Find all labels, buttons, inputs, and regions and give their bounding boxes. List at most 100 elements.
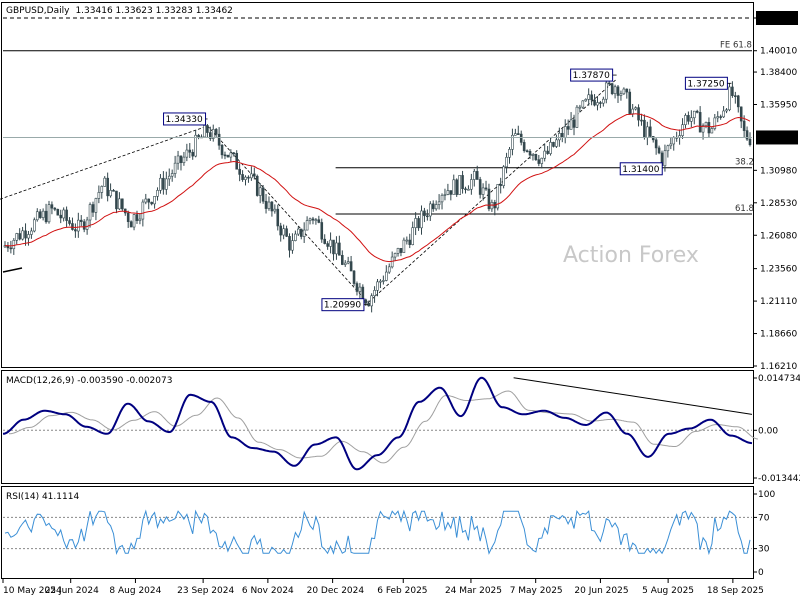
chart-mark <box>646 126 649 138</box>
chart-mark <box>297 228 300 235</box>
chart-mark <box>44 210 48 223</box>
chart-mark <box>346 261 350 264</box>
chart-mark <box>713 117 717 129</box>
chart-mark <box>332 239 335 255</box>
chart-mark <box>446 190 450 195</box>
chart-mark <box>97 192 101 199</box>
chart-mark <box>167 175 171 180</box>
candle <box>153 196 156 209</box>
macd-signal-line <box>9 390 759 464</box>
chart-mark <box>622 88 626 95</box>
chart-mark <box>625 88 629 93</box>
candle <box>646 121 649 146</box>
candle <box>132 213 136 231</box>
chart-mark <box>470 179 473 190</box>
candle <box>546 146 549 155</box>
candle <box>420 205 423 235</box>
rsi-panel-frame <box>1 486 754 579</box>
candle <box>47 200 51 224</box>
candle <box>613 84 617 99</box>
chart-mark <box>88 204 92 221</box>
rsi-plot <box>3 509 752 556</box>
chart-mark <box>719 116 722 118</box>
chart-mark <box>379 280 382 283</box>
chart-mark <box>599 102 602 104</box>
chart-mark <box>402 239 406 253</box>
chart-mark <box>258 187 262 196</box>
candle <box>704 121 708 129</box>
candle <box>206 123 209 138</box>
chart-mark <box>528 151 532 156</box>
chart-mark <box>619 93 623 96</box>
chart-mark <box>153 196 156 205</box>
candle <box>387 263 391 274</box>
candle <box>97 185 101 204</box>
candle <box>640 113 643 126</box>
chart-mark <box>226 154 230 158</box>
chart-mark <box>364 299 368 304</box>
chart-mark <box>602 98 605 104</box>
chart-mark <box>511 134 514 150</box>
candle <box>235 150 239 170</box>
candle <box>434 200 438 211</box>
chart-mark <box>558 132 561 141</box>
chart-mark <box>578 106 582 109</box>
chart-mark <box>343 262 347 265</box>
candle <box>77 212 80 238</box>
chart-mark <box>106 177 109 197</box>
candle <box>329 232 332 254</box>
candle <box>707 117 711 138</box>
candle <box>467 185 470 191</box>
candle <box>745 126 749 141</box>
candle <box>194 129 197 158</box>
chart-mark <box>505 156 508 168</box>
chart-mark <box>182 156 186 164</box>
candle <box>21 226 24 241</box>
time-axis-label: 24 Mar 2025 <box>445 586 502 596</box>
candle <box>121 198 124 212</box>
candle <box>481 183 485 201</box>
price-axis-label: 1.40010 <box>760 47 797 57</box>
candle <box>56 208 60 216</box>
chart-mark <box>484 187 488 190</box>
chart-mark <box>9 247 13 250</box>
chart-mark <box>229 152 233 158</box>
chart-mark <box>399 248 403 253</box>
candle <box>82 219 86 233</box>
chart-mark <box>238 168 241 175</box>
chart-mark <box>549 141 552 154</box>
candle <box>30 227 33 239</box>
candle <box>572 114 576 136</box>
candle <box>279 222 283 242</box>
current-price-label: 1.33462 <box>759 133 796 143</box>
chart-mark <box>165 178 168 190</box>
chart-mark <box>452 179 456 195</box>
chart-mark <box>314 219 318 222</box>
chart-mark <box>722 110 725 118</box>
candle <box>484 180 488 191</box>
swing-price-label: 1.37870 <box>570 68 617 82</box>
chart-mark <box>408 239 412 245</box>
chart-mark <box>276 208 280 227</box>
price-axis-label: 1.26080 <box>760 231 797 241</box>
chart-mark <box>141 201 145 220</box>
candle <box>514 128 517 136</box>
chart-mark <box>596 102 599 106</box>
chart-mark <box>472 171 476 180</box>
chart-mark <box>33 219 36 232</box>
chart-mark <box>651 136 655 141</box>
chart-mark <box>352 270 356 284</box>
macd-axis-label: -0.013442 <box>758 474 800 484</box>
chart-mark <box>584 99 588 102</box>
candle <box>731 81 734 98</box>
candle <box>499 177 502 194</box>
candle <box>129 220 133 228</box>
candle <box>440 193 444 210</box>
fib-level-label: 38.2 <box>735 158 754 168</box>
candle <box>135 210 139 224</box>
chart-mark <box>537 159 541 164</box>
candle <box>74 223 77 238</box>
time-axis-label: 5 Aug 2025 <box>642 586 694 596</box>
chart-mark <box>698 112 702 133</box>
chart-mark <box>270 201 274 212</box>
